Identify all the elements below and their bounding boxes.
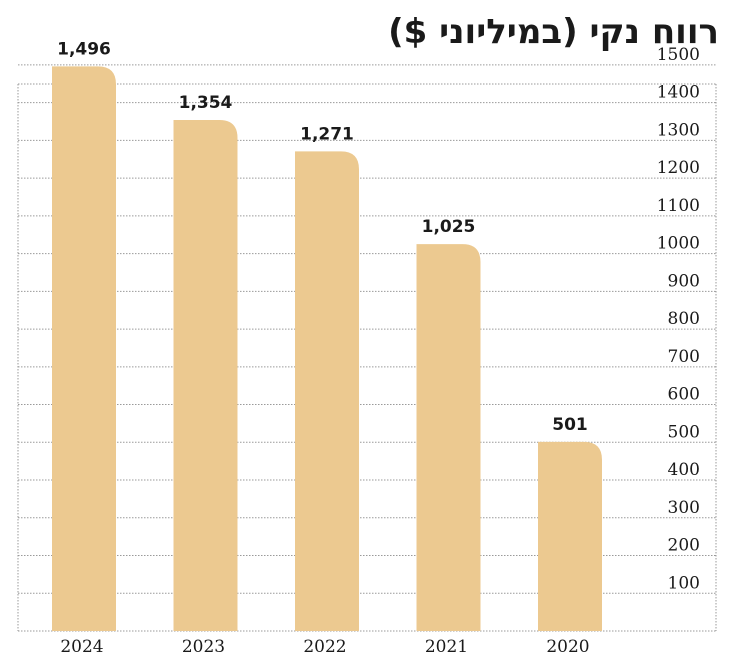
x-tick-label: 2020: [546, 637, 589, 657]
grid-lines: [17, 64, 717, 632]
bar: [295, 151, 359, 632]
data-label: 1,354: [179, 93, 233, 113]
y-tick-label: 100: [668, 573, 700, 593]
y-tick-label: 800: [668, 309, 700, 329]
data-label: 501: [552, 415, 588, 435]
data-labels: 1,496 1,354 1,271 1,025 501: [57, 39, 588, 435]
y-tick-label: 1200: [657, 158, 700, 178]
x-tick-label: 2022: [303, 637, 346, 657]
data-label: 1,271: [300, 124, 354, 144]
y-tick-label: 1500: [657, 45, 700, 65]
y-tick-label: 500: [668, 422, 700, 442]
y-tick-label: 1300: [657, 120, 700, 140]
y-tick-label: 1400: [657, 83, 700, 103]
x-axis-ticks: 2024 2023 2022 2021 2020: [60, 637, 589, 657]
x-tick-label: 2023: [182, 637, 225, 657]
bar: [538, 441, 602, 631]
y-tick-label: 200: [668, 536, 700, 556]
y-tick-label: 1100: [657, 196, 700, 216]
y-tick-label: 600: [668, 385, 700, 405]
bar: [173, 120, 238, 631]
bars: [52, 66, 602, 632]
x-tick-label: 2024: [60, 637, 103, 657]
data-label: 1,025: [422, 217, 476, 237]
bar: [416, 244, 481, 632]
y-axis-ticks: 100 200 300 400 500 600 700 800 900 1000 1100 1200 1…: [657, 45, 700, 593]
y-tick-label: 900: [668, 271, 700, 291]
y-tick-label: 700: [668, 347, 700, 367]
y-tick-label: 400: [668, 460, 700, 480]
chart-title: רווח נקי (במיליוני $): [388, 12, 719, 52]
y-tick-label: 1000: [657, 234, 700, 254]
bar: [52, 66, 116, 631]
data-label: 1,496: [57, 39, 111, 59]
y-tick-label: 300: [668, 498, 700, 518]
x-tick-label: 2021: [425, 637, 468, 657]
